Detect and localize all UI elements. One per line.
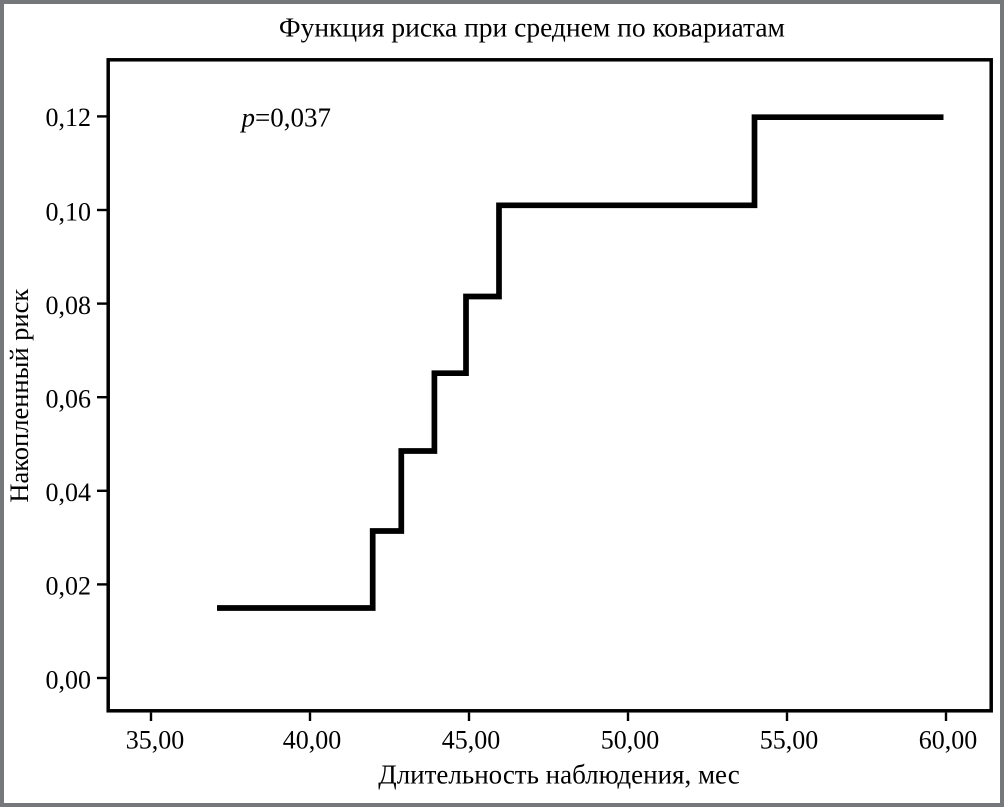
- svg-text:Длительность наблюдения, мес: Длительность наблюдения, мес: [378, 760, 739, 790]
- svg-text:0,04: 0,04: [46, 478, 92, 507]
- svg-text:45,00: 45,00: [442, 726, 501, 755]
- svg-text:55,00: 55,00: [760, 726, 819, 755]
- svg-text:0,06: 0,06: [46, 385, 92, 414]
- svg-text:40,00: 40,00: [283, 726, 342, 755]
- svg-text:Накопленный риск: Накопленный риск: [4, 289, 34, 503]
- svg-text:0,02: 0,02: [46, 572, 92, 601]
- svg-text:0,12: 0,12: [46, 103, 92, 132]
- svg-text:50,00: 50,00: [601, 726, 660, 755]
- svg-text:60,00: 60,00: [919, 726, 978, 755]
- svg-text:0,10: 0,10: [46, 197, 92, 226]
- svg-text:p=0,037: p=0,037: [240, 102, 331, 132]
- svg-text:0,00: 0,00: [46, 665, 92, 694]
- svg-text:0,08: 0,08: [46, 291, 92, 320]
- svg-text:35,00: 35,00: [126, 726, 185, 755]
- svg-text:Функция риска при среднем по к: Функция риска при среднем по ковариатам: [279, 12, 785, 43]
